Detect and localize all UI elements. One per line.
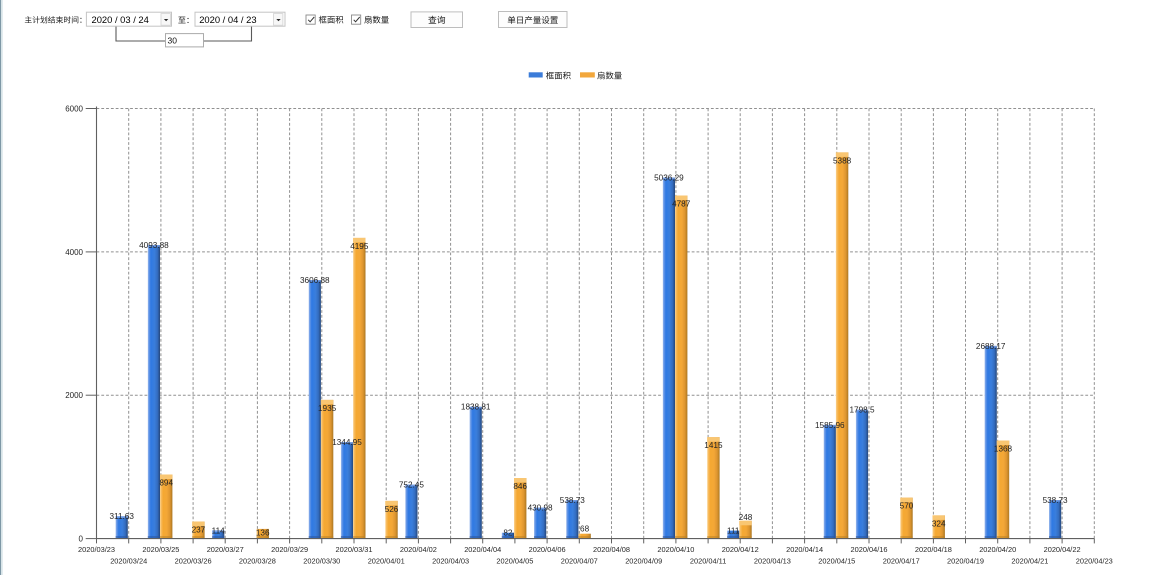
- svg-text:2020/03/25: 2020/03/25: [142, 545, 179, 554]
- svg-text:111: 111: [727, 527, 740, 536]
- svg-text:82: 82: [503, 529, 513, 538]
- svg-text:1368: 1368: [994, 444, 1013, 453]
- svg-text:311.63: 311.63: [109, 512, 134, 521]
- svg-text:1344.95: 1344.95: [332, 438, 362, 447]
- svg-text:2020/04/10: 2020/04/10: [657, 545, 694, 554]
- svg-text:2020/03/26: 2020/03/26: [175, 556, 212, 565]
- svg-text:2020/04/01: 2020/04/01: [368, 556, 405, 565]
- svg-text:2020 / 04 / 23: 2020 / 04 / 23: [199, 14, 256, 25]
- svg-text:68: 68: [580, 525, 590, 534]
- svg-text:2020/04/13: 2020/04/13: [754, 556, 791, 565]
- svg-text:4787: 4787: [672, 199, 691, 208]
- svg-text:2020/04/16: 2020/04/16: [851, 545, 888, 554]
- svg-text:2020/04/03: 2020/04/03: [432, 556, 469, 565]
- svg-text:2020/03/29: 2020/03/29: [271, 545, 308, 554]
- svg-text:894: 894: [159, 478, 173, 487]
- svg-text:248: 248: [739, 513, 753, 522]
- svg-text:2020/04/09: 2020/04/09: [625, 556, 662, 565]
- svg-text:30: 30: [168, 35, 178, 45]
- svg-text:2020/04/07: 2020/04/07: [561, 556, 598, 565]
- svg-text:6000: 6000: [65, 104, 83, 113]
- svg-text:3606.88: 3606.88: [300, 276, 330, 285]
- svg-text:430.98: 430.98: [528, 504, 553, 513]
- svg-text:2020/04/22: 2020/04/22: [1044, 545, 1081, 554]
- svg-text:2020/04/06: 2020/04/06: [529, 545, 566, 554]
- svg-text:2020/04/19: 2020/04/19: [947, 556, 984, 565]
- svg-text:4093.88: 4093.88: [139, 241, 169, 250]
- svg-text:2688.17: 2688.17: [976, 342, 1006, 351]
- svg-text:2020 / 03 / 24: 2020 / 03 / 24: [92, 14, 149, 25]
- svg-text:237: 237: [192, 526, 206, 535]
- svg-text:2020/03/31: 2020/03/31: [336, 545, 373, 554]
- svg-text:1415: 1415: [704, 441, 723, 450]
- svg-text:2020/04/20: 2020/04/20: [979, 545, 1016, 554]
- svg-text:538.73: 538.73: [560, 496, 585, 505]
- svg-text:2020/04/23: 2020/04/23: [1076, 556, 1113, 565]
- svg-text:114: 114: [212, 526, 225, 535]
- svg-text:2020/03/28: 2020/03/28: [239, 556, 276, 565]
- svg-text:2000: 2000: [65, 391, 83, 400]
- svg-text:2020/04/15: 2020/04/15: [818, 556, 855, 565]
- svg-text:752.45: 752.45: [399, 481, 424, 490]
- svg-text:2020/04/02: 2020/04/02: [400, 545, 437, 554]
- svg-text:846: 846: [513, 482, 527, 491]
- svg-text:2020/03/24: 2020/03/24: [110, 556, 147, 565]
- svg-text:2020/03/23: 2020/03/23: [78, 545, 115, 554]
- svg-text:2020/04/11: 2020/04/11: [690, 556, 726, 565]
- svg-text:2020/04/18: 2020/04/18: [915, 545, 952, 554]
- svg-text:5036.29: 5036.29: [654, 174, 684, 183]
- svg-text:4000: 4000: [65, 248, 83, 257]
- svg-text:2020/04/04: 2020/04/04: [464, 545, 501, 554]
- svg-text:0: 0: [79, 535, 84, 544]
- svg-text:1798.5: 1798.5: [849, 406, 874, 415]
- svg-text:2020/04/05: 2020/04/05: [496, 556, 533, 565]
- svg-text:1935: 1935: [318, 404, 337, 413]
- svg-text:570: 570: [900, 502, 914, 511]
- svg-text:2020/04/08: 2020/04/08: [593, 545, 630, 554]
- svg-text:1585.96: 1585.96: [815, 421, 845, 430]
- svg-text:2020/04/21: 2020/04/21: [1011, 556, 1048, 565]
- svg-text:2020/04/14: 2020/04/14: [786, 545, 823, 554]
- svg-text:324: 324: [932, 519, 946, 528]
- svg-text:5388: 5388: [833, 156, 852, 165]
- svg-text:2020/03/30: 2020/03/30: [303, 556, 340, 565]
- svg-text:1838.81: 1838.81: [461, 403, 491, 412]
- svg-text:2020/04/12: 2020/04/12: [722, 545, 759, 554]
- svg-text:136: 136: [256, 529, 270, 538]
- svg-text:2020/03/27: 2020/03/27: [207, 545, 244, 554]
- svg-text:538.73: 538.73: [1043, 496, 1068, 505]
- svg-text:2020/04/17: 2020/04/17: [883, 556, 920, 565]
- svg-text:4195: 4195: [350, 242, 369, 251]
- svg-text:526: 526: [385, 505, 399, 514]
